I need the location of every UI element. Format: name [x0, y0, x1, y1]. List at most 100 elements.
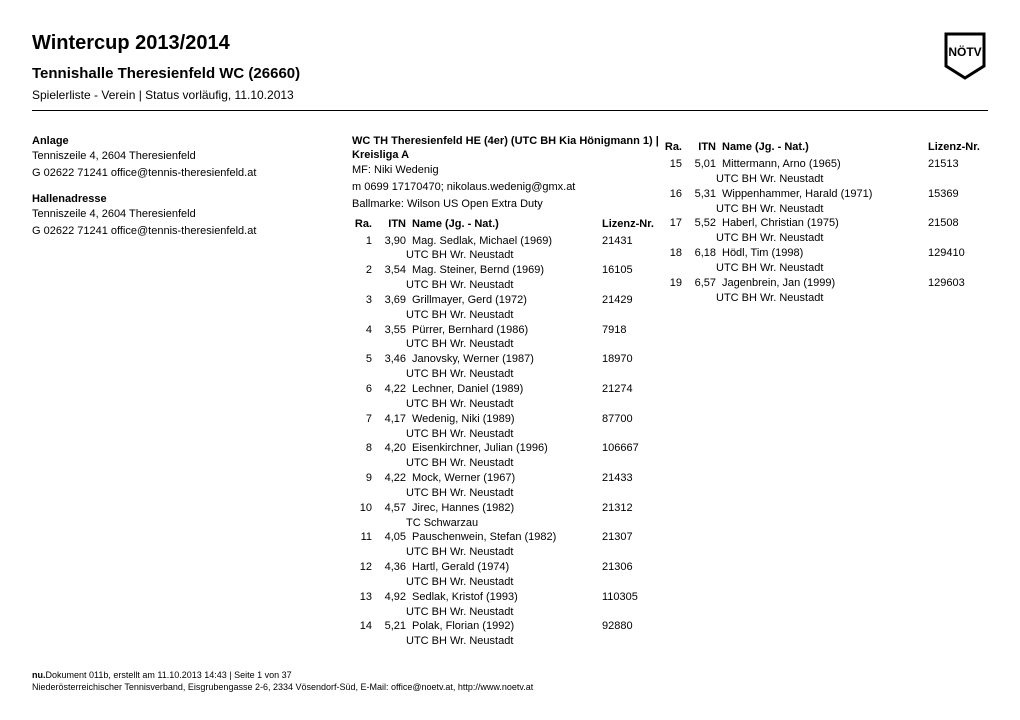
cell-name: Mock, Werner (1967) — [412, 471, 602, 486]
cell-lic: 21306 — [602, 560, 662, 575]
cell-lic: 7918 — [602, 323, 662, 338]
cell-itn: 5,01 — [686, 157, 722, 172]
cell-ra: 15 — [662, 157, 686, 172]
page-footer: nu.Dokument 011b, erstellt am 11.10.2013… — [32, 670, 988, 692]
table-row: 43,55Pürrer, Bernhard (1986)7918UTC BH W… — [352, 323, 662, 353]
table-row: 23,54Mag. Steiner, Bernd (1969)16105UTC … — [352, 263, 662, 293]
players-right-list: 155,01Mittermann, Arno (1965)21513UTC BH… — [662, 157, 988, 305]
halle-address: Tenniszeile 4, 2604 Theresienfeld — [32, 207, 352, 222]
cell-club: UTC BH Wr. Neustadt — [352, 486, 662, 501]
table-row: 84,20Eisenkirchner, Julian (1996)106667U… — [352, 441, 662, 471]
cell-itn: 5,52 — [686, 216, 722, 231]
table-row: 145,21Polak, Florian (1992)92880UTC BH W… — [352, 619, 662, 649]
cell-ra: 1 — [352, 234, 376, 249]
cell-itn: 4,57 — [376, 501, 412, 516]
anlage-contact: G 02622 71241 office@tennis-theresienfel… — [32, 166, 352, 181]
cell-club: TC Schwarzau — [352, 516, 662, 531]
cell-ra: 17 — [662, 216, 686, 231]
cell-itn: 5,31 — [686, 187, 722, 202]
cell-ra: 3 — [352, 293, 376, 308]
cell-lic: 21312 — [602, 501, 662, 516]
players-left-list: 13,90Mag. Sedlak, Michael (1969)21431UTC… — [352, 234, 662, 650]
table-row: 175,52Haberl, Christian (1975)21508UTC B… — [662, 216, 988, 246]
cell-name: Grillmayer, Gerd (1972) — [412, 293, 602, 308]
cell-itn: 3,69 — [376, 293, 412, 308]
cell-lic: 21429 — [602, 293, 662, 308]
cell-name: Hartl, Gerald (1974) — [412, 560, 602, 575]
table-row: 114,05Pauschenwein, Stefan (1982)21307UT… — [352, 530, 662, 560]
cell-ra: 14 — [352, 619, 376, 634]
cell-club: UTC BH Wr. Neustadt — [662, 231, 988, 246]
th-itn: ITN — [376, 218, 412, 230]
cell-name: Mag. Sedlak, Michael (1969) — [412, 234, 602, 249]
noetv-logo: NÖTV — [942, 32, 988, 80]
cell-lic: 92880 — [602, 619, 662, 634]
right-column: Ra. ITN Name (Jg. - Nat.) Lizenz-Nr. 155… — [662, 135, 988, 649]
cell-name: Pauschenwein, Stefan (1982) — [412, 530, 602, 545]
player-table-header-right: Ra. ITN Name (Jg. - Nat.) Lizenz-Nr. — [662, 141, 988, 153]
mf-contact: m 0699 17170470; nikolaus.wedenig@gmx.at — [352, 180, 662, 195]
cell-name: Jirec, Hannes (1982) — [412, 501, 602, 516]
cell-name: Haberl, Christian (1975) — [722, 216, 928, 231]
cell-itn: 3,54 — [376, 263, 412, 278]
footer-prefix: nu. — [32, 670, 46, 680]
team-line: WC TH Theresienfeld HE (4er) (UTC BH Kia… — [352, 135, 662, 147]
table-row: 155,01Mittermann, Arno (1965)21513UTC BH… — [662, 157, 988, 187]
cell-itn: 3,55 — [376, 323, 412, 338]
cell-lic: 16105 — [602, 263, 662, 278]
cell-club: UTC BH Wr. Neustadt — [352, 605, 662, 620]
table-row: 94,22Mock, Werner (1967)21433UTC BH Wr. … — [352, 471, 662, 501]
cell-ra: 16 — [662, 187, 686, 202]
halle-label: Hallenadresse — [32, 193, 352, 205]
cell-club: UTC BH Wr. Neustadt — [352, 308, 662, 323]
cell-name: Polak, Florian (1992) — [412, 619, 602, 634]
cell-ra: 10 — [352, 501, 376, 516]
cell-club: UTC BH Wr. Neustadt — [352, 427, 662, 442]
th-ra: Ra. — [352, 218, 376, 230]
cell-name: Sedlak, Kristof (1993) — [412, 590, 602, 605]
cell-itn: 4,17 — [376, 412, 412, 427]
cell-name: Wedenig, Niki (1989) — [412, 412, 602, 427]
cell-itn: 4,22 — [376, 382, 412, 397]
table-row: 104,57Jirec, Hannes (1982)21312TC Schwar… — [352, 501, 662, 531]
page-meta: Spielerliste - Verein | Status vorläufig… — [32, 88, 988, 102]
cell-name: Mittermann, Arno (1965) — [722, 157, 928, 172]
cell-lic: 129410 — [928, 246, 988, 261]
cell-itn: 4,20 — [376, 441, 412, 456]
cell-ra: 7 — [352, 412, 376, 427]
svg-text:NÖTV: NÖTV — [948, 44, 981, 59]
cell-lic: 18970 — [602, 352, 662, 367]
th-lic: Lizenz-Nr. — [602, 218, 662, 230]
page: NÖTV Wintercup 2013/2014 Tennishalle The… — [0, 0, 1020, 720]
cell-ra: 8 — [352, 441, 376, 456]
cell-lic: 106667 — [602, 441, 662, 456]
table-row: 186,18Hödl, Tim (1998)129410UTC BH Wr. N… — [662, 246, 988, 276]
cell-club: UTC BH Wr. Neustadt — [352, 397, 662, 412]
header-divider — [32, 110, 988, 111]
cell-club: UTC BH Wr. Neustadt — [662, 172, 988, 187]
cell-ra: 6 — [352, 382, 376, 397]
th-itn: ITN — [686, 141, 722, 153]
cell-ra: 19 — [662, 276, 686, 291]
cell-lic: 21433 — [602, 471, 662, 486]
cell-itn: 4,92 — [376, 590, 412, 605]
cell-club: UTC BH Wr. Neustadt — [352, 456, 662, 471]
cell-lic: 129603 — [928, 276, 988, 291]
cell-club: UTC BH Wr. Neustadt — [662, 261, 988, 276]
th-name: Name (Jg. - Nat.) — [722, 141, 928, 153]
mf-name: MF: Niki Wedenig — [352, 163, 662, 178]
cell-name: Eisenkirchner, Julian (1996) — [412, 441, 602, 456]
page-subtitle: Tennishalle Theresienfeld WC (26660) — [32, 65, 988, 82]
cell-name: Wippenhammer, Harald (1971) — [722, 187, 928, 202]
cell-lic: 21508 — [928, 216, 988, 231]
cell-club: UTC BH Wr. Neustadt — [662, 202, 988, 217]
anlage-address: Tenniszeile 4, 2604 Theresienfeld — [32, 149, 352, 164]
cell-name: Pürrer, Bernhard (1986) — [412, 323, 602, 338]
footer-line2: Niederösterreichischer Tennisverband, Ei… — [32, 682, 988, 692]
cell-ra: 12 — [352, 560, 376, 575]
cell-name: Mag. Steiner, Bernd (1969) — [412, 263, 602, 278]
table-row: 64,22Lechner, Daniel (1989)21274UTC BH W… — [352, 382, 662, 412]
cell-itn: 5,21 — [376, 619, 412, 634]
cell-lic: 21431 — [602, 234, 662, 249]
content-columns: Anlage Tenniszeile 4, 2604 Theresienfeld… — [32, 135, 988, 649]
